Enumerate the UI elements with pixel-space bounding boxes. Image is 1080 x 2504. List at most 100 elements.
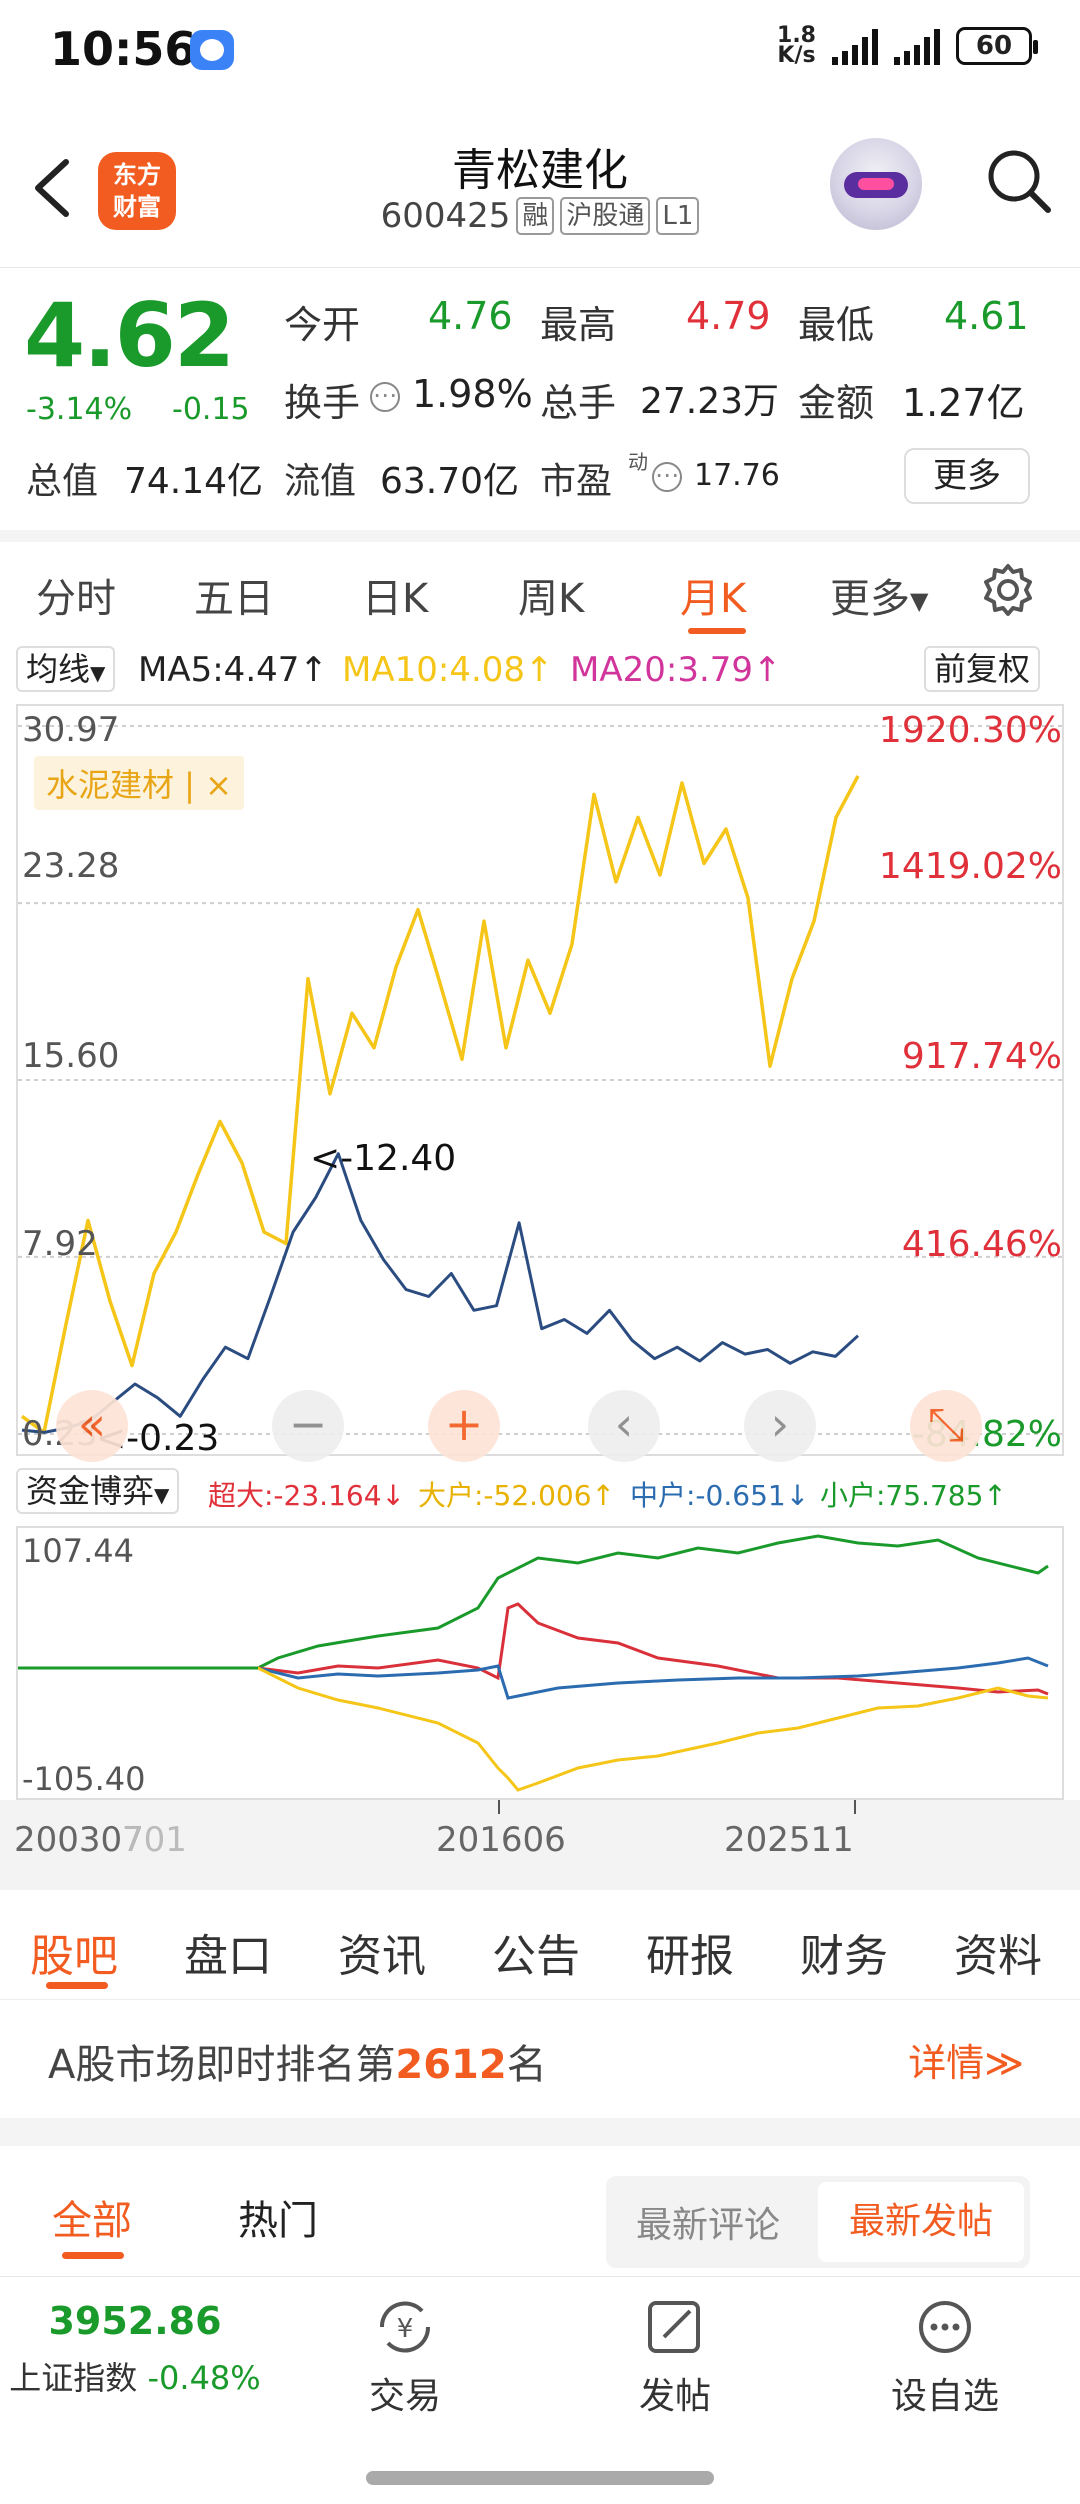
market-cap-value: 74.14亿 [124,461,264,502]
quote-panel: 4.62 -3.14% -0.15 今开 4.76 最高 4.79 最低 4.6… [0,268,1080,530]
y-right-label-3: 917.74% [901,1036,1062,1077]
eastmoney-logo[interactable]: 东方 财富 [98,152,176,230]
search-icon[interactable] [984,146,1054,216]
capital-flow-svg [18,1534,1049,1792]
info-tabs: 股吧 盘口 资讯 公告 研报 财务 资料 [0,1890,1080,2000]
sort-latest-comment[interactable]: 最新评论 [636,2205,781,2246]
x-tick-2 [854,1800,856,1814]
market-rank-banner[interactable]: A股市场即时排名第2612名 详情≫ [0,2000,1080,2118]
status-bar: 10:56 1.8 K/s 60 [0,0,1080,100]
margin-tag: 融 [516,197,555,235]
capital-y-min: -105.40 [22,1760,146,1798]
rank-text: A股市场即时排名第2612名 [48,2042,547,2088]
more-quote-button[interactable]: 更多 [904,448,1030,504]
zoom-out-icon[interactable]: − [272,1390,344,1462]
ma10-label: MA10:4.08↑ [342,650,554,690]
dropdown-icon: ▼ [90,661,106,685]
feed-tab-hot[interactable]: 热门 [238,2198,318,2244]
change-percent: -3.14% [26,392,133,427]
kline-chart[interactable]: 30.97 23.28 15.60 7.92 0.23 1920.30% 141… [16,704,1064,1462]
nav-add-watchlist[interactable]: 设自选 [860,2297,1030,2419]
svg-text:¥: ¥ [397,2314,414,2344]
section-divider [0,2118,1080,2146]
tab-profile[interactable]: 资料 [954,1931,1042,1982]
assistant-robot-icon[interactable] [830,138,922,230]
kline-gridlines [18,725,1062,1435]
tab-five-day[interactable]: 五日 [194,576,274,622]
low-value: 4.61 [944,294,1029,338]
info-icon[interactable]: ⋯ [370,382,400,412]
index-name-row: 上证指数 -0.48% [9,2359,261,2397]
super-large-flow-line [18,1602,1049,1696]
feed-tab-all[interactable]: 全部 [52,2198,132,2244]
nav-trade[interactable]: ¥ 交易 [320,2297,490,2419]
open-label: 今开 [284,303,361,347]
volume-label: 总手 [540,381,617,425]
change-amount: -0.15 [172,392,250,427]
large-flow-line [18,1666,1049,1792]
connect-tag: 沪股通 [560,197,651,235]
dropdown-icon: ▼ [154,1483,170,1507]
small-flow: 小户:75.785↑ [820,1479,1007,1512]
high-value: 4.79 [686,294,771,338]
super-large-flow: 超大:-23.164↓ [208,1479,405,1512]
index-widget[interactable]: 3952.86 上证指数 -0.48% [0,2299,270,2399]
kline-svg [18,725,1062,1435]
tab-monthly-k[interactable]: 月K [680,576,747,622]
index-value: 3952.86 [48,2299,222,2343]
tab-research[interactable]: 研报 [646,1931,734,1982]
stock-price-line [21,1152,860,1434]
y-right-label-max: 1920.30% [878,710,1062,751]
bottom-bar: 3952.86 上证指数 -0.48% ¥ 交易 发帖 设自选 [0,2276,1080,2504]
large-flow: 大户:-52.006↑ [418,1479,615,1512]
volume-value: 27.23万 [640,381,780,422]
x-axis: 200307 701 201606 202511 [0,1800,1080,1890]
rank-detail-link[interactable]: 详情≫ [908,2041,1024,2085]
stock-header: 东方 财富 青松建化 600425 融 沪股通 L1 [0,100,1080,268]
zoom-in-icon[interactable]: + [428,1390,500,1462]
settings-gear-icon[interactable] [980,562,1036,618]
capital-flow-chart[interactable]: 107.44 -105.40 [16,1526,1064,1800]
x-label-faded: 701 [122,1820,187,1860]
y-label-4: 7.92 [22,1224,98,1264]
back-arrow-icon[interactable] [30,158,74,218]
medium-flow-line [18,1656,1049,1700]
tab-intraday[interactable]: 分时 [36,576,116,622]
pe-info-icon[interactable]: ⋯ [652,462,682,492]
amount-label: 金额 [798,381,875,425]
y-label-3: 15.60 [22,1036,120,1076]
scroll-left-end-icon[interactable]: « [56,1390,128,1462]
sort-toggle: 最新评论 最新发帖 [606,2176,1030,2268]
tab-order-book[interactable]: 盘口 [184,1931,272,1982]
tab-more[interactable]: 更多▼ [830,576,929,622]
tab-announcements[interactable]: 公告 [492,1931,580,1982]
tab-forum[interactable]: 股吧 [30,1931,118,1982]
stock-name: 青松建化 [452,145,628,196]
capital-indicator-selector[interactable]: 资金博弈▼ [16,1468,180,1514]
x-label-end: 202511 [724,1820,854,1860]
fullscreen-icon[interactable]: ⤡ [910,1390,982,1462]
feed-tabs: 全部 热门 最新评论 最新发帖 [0,2146,1080,2276]
pe-value: 17.76 [694,458,780,493]
tab-financials[interactable]: 财务 [800,1931,888,1982]
indicator-selector[interactable]: 均线▼ [16,646,116,692]
adjust-button[interactable]: 前复权 [924,646,1041,692]
y-label-max: 30.97 [22,710,120,750]
small-flow-line [18,1534,1049,1670]
tab-daily-k[interactable]: 日K [362,576,429,622]
pe-dynamic-sup: 动 [628,450,648,474]
last-price: 4.62 [24,284,235,387]
sort-latest-post[interactable]: 最新发帖 [818,2182,1024,2262]
scroll-right-icon[interactable]: › [744,1390,816,1462]
active-subtab-underline [46,1982,108,1989]
capital-flow-legend: 资金博弈▼ 超大:-23.164↓ 大户:-52.006↑ 中户:-0.651↓… [0,1464,1080,1516]
signal-bars-1-icon [832,27,878,65]
scroll-left-icon[interactable]: ‹ [588,1390,660,1462]
nav-post[interactable]: 发帖 [590,2297,760,2419]
ma-row: 均线▼ MA5:4.47↑ MA10:4.08↑ MA20:3.79↑ 前复权 [0,640,1080,700]
index-change: -0.48% [147,2359,261,2397]
open-value: 4.76 [428,294,513,338]
tab-news[interactable]: 资讯 [338,1931,426,1982]
tab-weekly-k[interactable]: 周K [518,576,585,622]
sector-compare-tag[interactable]: 水泥建材 | × [34,756,244,810]
